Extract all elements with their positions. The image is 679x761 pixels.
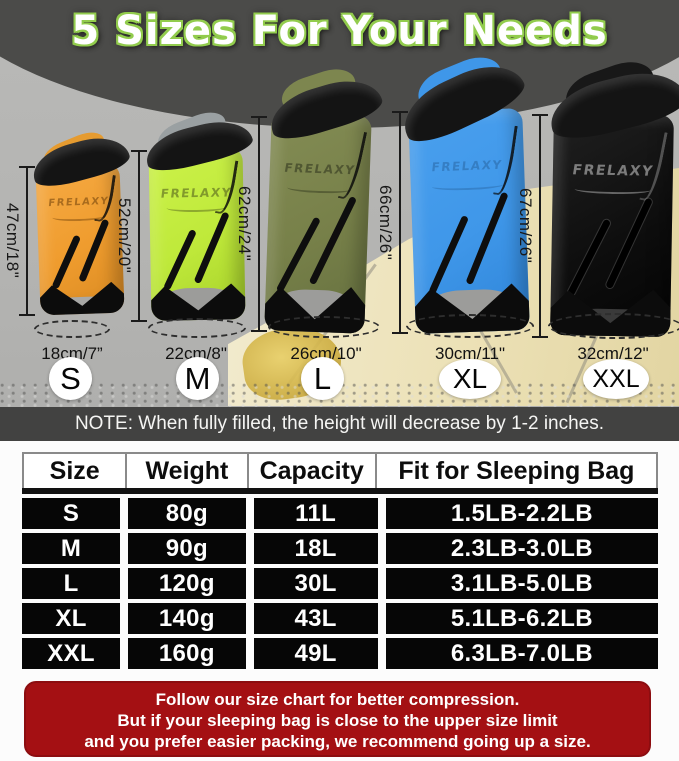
header-divider bbox=[22, 488, 658, 494]
table-row: S 80g 11L 1.5LB-2.2LB bbox=[22, 498, 658, 529]
bag-body: FRELAXY bbox=[148, 147, 246, 321]
cell-capacity: 49L bbox=[253, 638, 378, 669]
bag-size-l: FRELAXY bbox=[264, 63, 386, 334]
cell-capacity: 30L bbox=[253, 568, 378, 599]
cell-capacity: 18L bbox=[253, 533, 378, 564]
cell-fit: 2.3LB-3.0LB bbox=[385, 533, 658, 564]
diameter-label-xxl: 32cm/12" bbox=[577, 344, 649, 363]
cell-size: XL bbox=[22, 603, 121, 634]
measure-line-m bbox=[131, 150, 147, 322]
cell-size: S bbox=[22, 498, 121, 529]
footer-line: Follow our size chart for better compres… bbox=[155, 690, 520, 709]
table-header-row: Size Weight Capacity Fit for Sleeping Ba… bbox=[22, 452, 658, 488]
size-badge-s: S bbox=[49, 357, 92, 400]
size-badge-xl: XL bbox=[439, 359, 501, 399]
cell-weight: 140g bbox=[128, 603, 246, 634]
diameter-label-s: 18cm/7” bbox=[41, 344, 103, 363]
bag-body: FRELAXY bbox=[408, 108, 530, 334]
cell-fit: 1.5LB-2.2LB bbox=[385, 498, 658, 529]
diameter-ellipse bbox=[148, 318, 246, 338]
diameter-ellipse bbox=[34, 320, 110, 338]
cell-weight: 80g bbox=[128, 498, 246, 529]
note-bar: NOTE: When fully filled, the height will… bbox=[0, 407, 679, 441]
compression-strap bbox=[193, 211, 231, 284]
table-row: L 120g 30L 3.1LB-5.0LB bbox=[22, 568, 658, 599]
compression-strap bbox=[428, 215, 469, 295]
compression-strap bbox=[566, 218, 611, 298]
bag-size-xl: FRELAXY bbox=[393, 49, 531, 334]
cell-capacity: 11L bbox=[253, 498, 378, 529]
header-fit: Fit for Sleeping Bag bbox=[374, 454, 656, 488]
diameter-ellipse bbox=[268, 316, 380, 338]
size-table: Size Weight Capacity Fit for Sleeping Ba… bbox=[22, 452, 658, 669]
cell-fit: 5.1LB-6.2LB bbox=[385, 603, 658, 634]
size-badge-xxl: XXL bbox=[583, 359, 649, 399]
diameter-label-m: 22cm/8" bbox=[165, 344, 227, 363]
height-label-l: 62cm/24" bbox=[235, 186, 254, 262]
compression-strap bbox=[51, 234, 81, 290]
compression-strap bbox=[163, 228, 198, 292]
bag-size-s: FRELAXY bbox=[28, 127, 133, 316]
table-row: M 90g 18L 2.3LB-3.0LB bbox=[22, 533, 658, 564]
height-label-s: 47cm/18" bbox=[3, 203, 22, 279]
bag-size-xxl: FRELAXY bbox=[543, 54, 679, 338]
table-row: XL 140g 43L 5.1LB-6.2LB bbox=[22, 603, 658, 634]
bag-size-m: FRELAXY bbox=[141, 106, 256, 321]
cell-fit: 3.1LB-5.0LB bbox=[385, 568, 658, 599]
cell-weight: 90g bbox=[128, 533, 246, 564]
height-label-m: 52cm/20" bbox=[115, 198, 134, 274]
footer-line: But if your sleeping bag is close to the… bbox=[117, 711, 558, 730]
page-title: 5 Sizes For Your Needs bbox=[71, 8, 608, 54]
diameter-ellipse bbox=[406, 314, 534, 338]
header-capacity: Capacity bbox=[246, 454, 375, 488]
header-size: Size bbox=[49, 456, 100, 485]
size-badge-l: L bbox=[301, 357, 344, 400]
note-text: NOTE: When fully filled, the height will… bbox=[74, 413, 605, 434]
measure-line-l bbox=[251, 116, 267, 332]
footer-note: Follow our size chart for better compres… bbox=[24, 681, 651, 757]
diameter-label-xl: 30cm/11" bbox=[435, 344, 505, 363]
measure-line-xl bbox=[392, 111, 408, 334]
cell-size: M bbox=[22, 533, 121, 564]
diameter-ellipse bbox=[548, 313, 679, 339]
cell-weight: 120g bbox=[128, 568, 246, 599]
cell-size: XXL bbox=[22, 638, 121, 669]
size-badge-m: M bbox=[176, 357, 219, 400]
measure-line-xxl bbox=[532, 114, 548, 338]
compression-strap bbox=[605, 197, 654, 289]
bag-body: FRELAXY bbox=[550, 112, 674, 338]
header-weight: Weight bbox=[125, 454, 246, 488]
diameter-label-l: 26cm/10" bbox=[290, 344, 362, 363]
cell-capacity: 43L bbox=[253, 603, 378, 634]
info-panel: Size Weight Capacity Fit for Sleeping Ba… bbox=[0, 441, 679, 761]
measure-line-s bbox=[19, 166, 35, 316]
cell-weight: 160g bbox=[128, 638, 246, 669]
height-label-xxl: 67cm/26" bbox=[516, 188, 535, 264]
compression-strap bbox=[465, 191, 509, 285]
compression-strap bbox=[308, 196, 358, 286]
cell-size: L bbox=[22, 568, 121, 599]
cell-fit: 6.3LB-7.0LB bbox=[385, 638, 658, 669]
table-row: XXL 160g 49L 6.3LB-7.0LB bbox=[22, 638, 658, 669]
footer-line: and you prefer easier packing, we recomm… bbox=[84, 732, 591, 751]
compression-strap bbox=[78, 218, 110, 283]
height-label-xl: 66cm/26" bbox=[376, 184, 395, 261]
bag-body: FRELAXY bbox=[264, 112, 372, 334]
